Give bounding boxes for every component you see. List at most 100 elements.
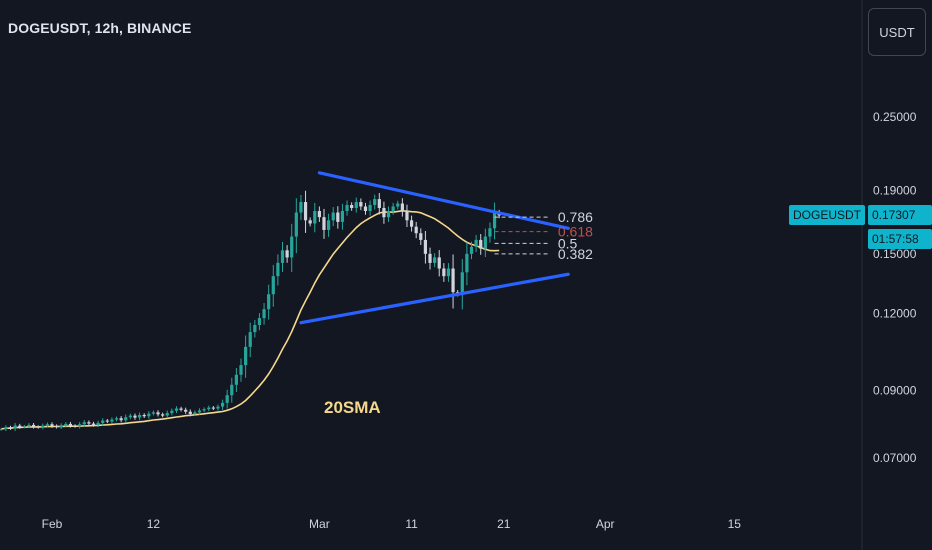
candle-body (460, 272, 464, 295)
y-tick-label: 0.07000 (873, 451, 917, 465)
candle-body (27, 424, 31, 427)
candle-body (234, 374, 239, 385)
candle-body (488, 228, 492, 237)
candle-body (156, 412, 160, 415)
candle-body (73, 425, 77, 427)
candle-body (299, 202, 303, 213)
candle-body (36, 426, 40, 428)
candle-body (345, 204, 349, 212)
candle-body (244, 346, 248, 366)
candle-body (303, 202, 308, 221)
y-tick-label: 0.25000 (873, 110, 917, 124)
candle-body (216, 406, 220, 409)
candle-body (128, 415, 132, 418)
candle-body (137, 414, 142, 418)
trendline-upper[interactable] (317, 171, 570, 230)
candle-body (465, 253, 469, 273)
candle-body (350, 204, 354, 208)
candle-body (405, 211, 409, 221)
candle-body (239, 365, 243, 375)
candle-body (211, 407, 215, 409)
candle-body (317, 211, 321, 218)
candle-body (377, 199, 381, 208)
candle-body (124, 417, 128, 421)
candle-body (386, 211, 391, 218)
candle-body (8, 427, 13, 429)
candle-body (419, 233, 423, 240)
candle-body (59, 425, 63, 427)
candle-body (326, 220, 331, 230)
candle-body (114, 418, 119, 420)
candle-body (331, 212, 335, 221)
candle-body (0, 429, 3, 431)
candle-body (414, 226, 418, 234)
candle-body (262, 309, 266, 319)
candle-body (45, 424, 50, 426)
x-tick-label: 11 (405, 517, 418, 531)
candle-body (428, 253, 432, 263)
candle-body (483, 236, 487, 249)
candle-body (400, 203, 404, 212)
candle-body (257, 318, 262, 326)
fib-label: 0.786 (558, 209, 593, 225)
symbol-title[interactable]: DOGEUSDT, 12h, BINANCE (8, 20, 192, 36)
sma-label: 20SMA (324, 398, 381, 417)
candle-body (322, 217, 326, 230)
candle-body (363, 206, 368, 212)
candle-body (174, 408, 179, 411)
candle-body (225, 395, 229, 403)
trendlines[interactable] (299, 171, 570, 325)
fib-label: 0.618 (558, 224, 593, 240)
candle-body (396, 203, 400, 207)
candle-body (433, 257, 437, 263)
candle-body (22, 426, 26, 428)
candle-body (267, 294, 271, 310)
candle-body (391, 206, 395, 212)
candle-body (423, 239, 428, 254)
candle-body (188, 411, 192, 414)
candle-body (207, 407, 211, 410)
x-axis: Feb 12 Mar 11 21 Apr 15 (42, 517, 742, 531)
candle-body (446, 268, 451, 277)
candle-body (271, 276, 275, 295)
candle-body (142, 414, 146, 417)
candle-body (474, 239, 478, 247)
candle-body (294, 212, 298, 237)
candle-body (133, 415, 137, 418)
candle-body (359, 202, 363, 207)
x-tick-label: Mar (309, 517, 330, 531)
candle-body (54, 425, 59, 427)
candle-body (354, 202, 358, 208)
candle-body (147, 413, 151, 417)
candle-body (105, 420, 109, 422)
candle-body (82, 422, 86, 425)
candle-body (64, 423, 68, 426)
symbol-price-tag: DOGEUSDT (789, 205, 866, 225)
candle-body (230, 384, 234, 396)
candle-body (202, 409, 206, 411)
candle-body (280, 250, 285, 263)
candle-body (184, 409, 188, 412)
currency-button[interactable]: USDT (868, 8, 926, 56)
candle-body (469, 246, 474, 254)
candle-body (87, 422, 91, 424)
y-axis: 0.25000 0.19000 0.15000 0.12000 0.09000 0.070… (873, 110, 917, 465)
candle-body (220, 402, 225, 407)
candle-body (151, 412, 156, 414)
candle-body (18, 425, 22, 427)
candle-body (197, 410, 202, 413)
x-tick-label: 15 (728, 517, 742, 531)
x-tick-label: 21 (497, 517, 511, 531)
fib-label: 0.5 (558, 235, 578, 251)
y-tick-label: 0.12000 (873, 307, 917, 321)
fib-label: 0.382 (558, 246, 593, 262)
candle-body (253, 325, 257, 333)
candle-body (68, 423, 73, 426)
candle-body (290, 236, 294, 258)
candles (0, 190, 501, 432)
x-tick-label: 12 (147, 517, 161, 531)
candle-body (119, 418, 123, 421)
trendline-lower[interactable] (299, 272, 570, 325)
